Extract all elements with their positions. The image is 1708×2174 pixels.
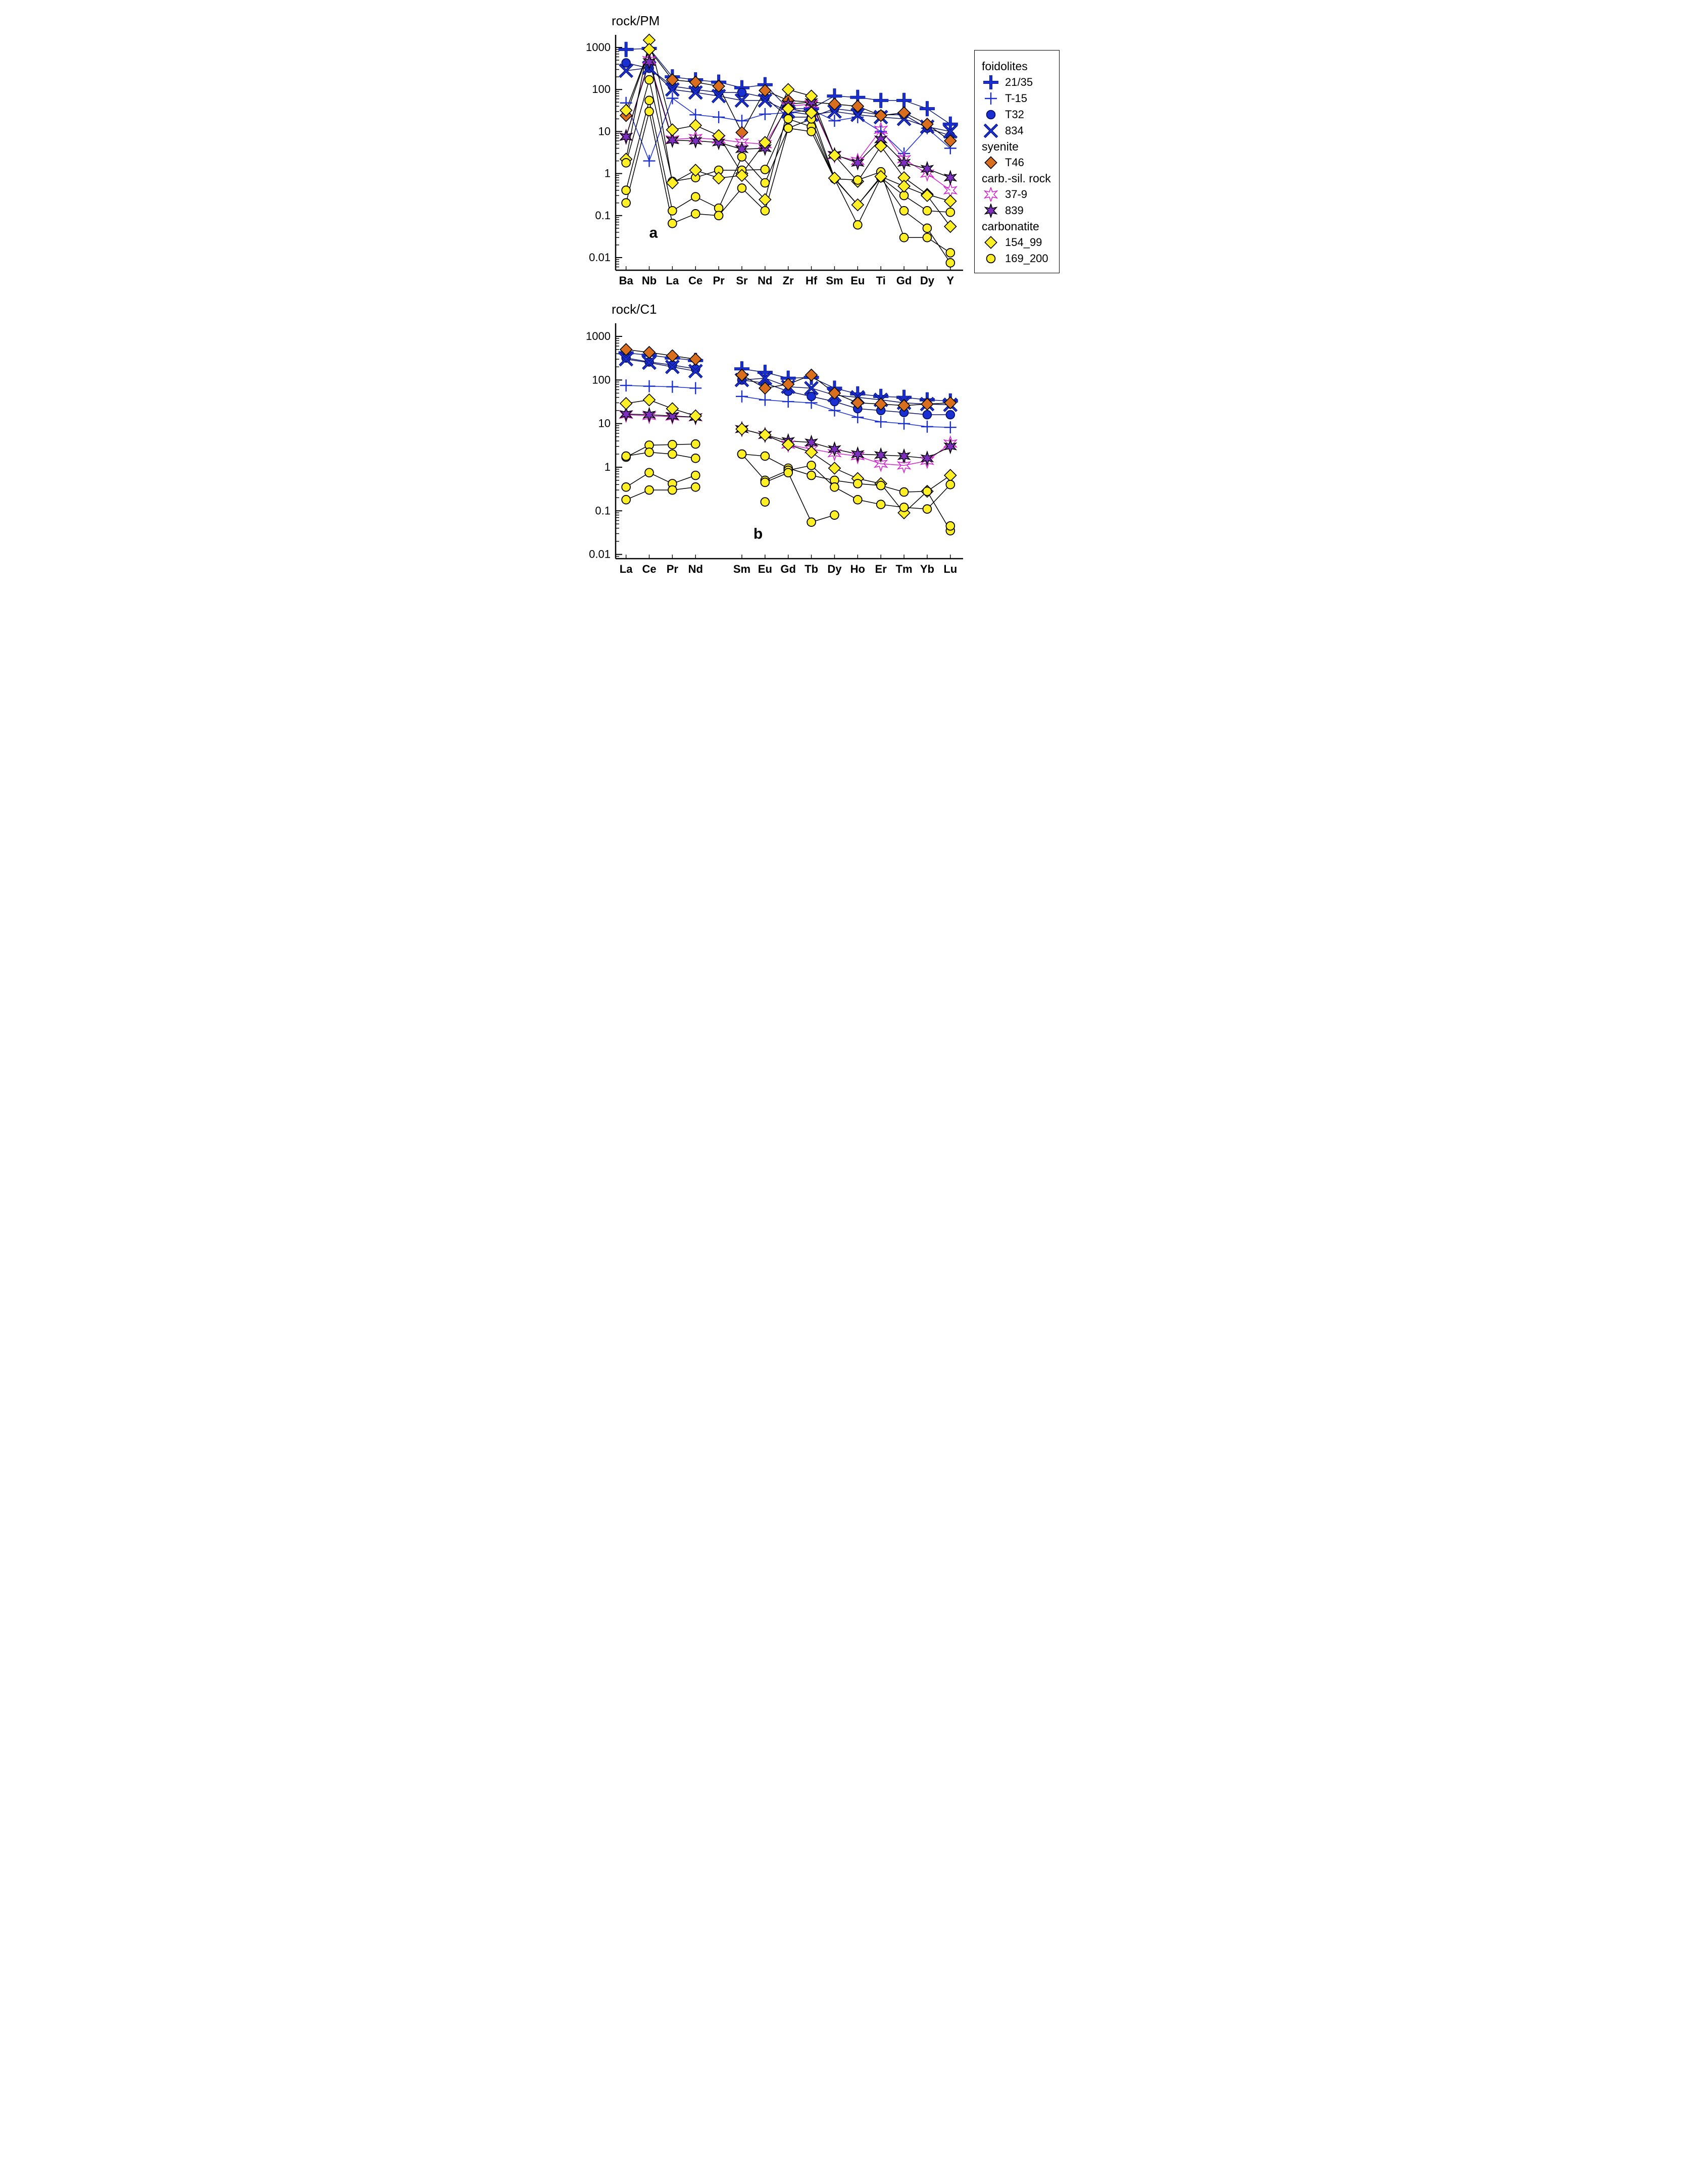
legend-row: 169_200 <box>982 252 1051 266</box>
svg-text:Ho: Ho <box>850 563 865 575</box>
legend-swatch <box>982 235 1000 250</box>
legend-swatch <box>982 187 1000 202</box>
panel-b-title: rock/C1 <box>612 302 1132 317</box>
legend-box: foidolites 21/35 T-15 T32 834 syenite T46 carb.… <box>974 50 1060 273</box>
svg-text:Ce: Ce <box>688 274 702 287</box>
svg-text:La: La <box>666 274 679 287</box>
svg-text:1: 1 <box>605 167 611 180</box>
svg-text:Ba: Ba <box>619 274 634 287</box>
svg-text:0.1: 0.1 <box>595 504 611 517</box>
svg-text:Gd: Gd <box>780 563 796 575</box>
svg-text:10: 10 <box>598 417 611 430</box>
figure-container: rock/PM 0.01 0.1 1 10 100 1000 Ba Nb La Ce Pr Sr Nd Z… <box>566 0 1142 591</box>
legend-row: T32 <box>982 108 1051 122</box>
panel-b-svg: 0.01 0.1 1 10 100 1000 La Ce Pr Nd Sm Eu Gd Tb Dy Ho Er T… <box>576 318 970 581</box>
svg-text:Dy: Dy <box>827 563 842 575</box>
legend-swatch <box>982 252 1000 266</box>
panel-a-chart: 0.01 0.1 1 10 100 1000 Ba Nb La Ce Pr Sr Nd Zr Hf Sm Eu T… <box>576 30 970 292</box>
svg-text:0.01: 0.01 <box>589 251 611 264</box>
legend-label: 37-9 <box>1005 188 1027 201</box>
legend-label: 169_200 <box>1005 252 1048 265</box>
legend-swatch <box>982 108 1000 122</box>
legend-row: 21/35 <box>982 75 1051 89</box>
svg-text:Eu: Eu <box>850 274 865 287</box>
legend-label: 839 <box>1005 204 1024 217</box>
panel-a-title: rock/PM <box>612 13 1132 29</box>
panel-a-row: 0.01 0.1 1 10 100 1000 Ba Nb La Ce Pr Sr Nd Zr Hf Sm Eu T… <box>576 30 1132 292</box>
svg-text:Hf: Hf <box>806 274 818 287</box>
svg-text:Sm: Sm <box>826 274 843 287</box>
legend-label: T46 <box>1005 156 1024 169</box>
svg-text:100: 100 <box>592 83 611 95</box>
svg-text:Ce: Ce <box>642 563 656 575</box>
panel-a-svg: 0.01 0.1 1 10 100 1000 Ba Nb La Ce Pr Sr Nd Zr Hf Sm Eu T… <box>576 30 970 292</box>
svg-text:a: a <box>649 224 658 241</box>
legend-heading: foidolites <box>982 60 1051 73</box>
legend-label: 21/35 <box>1005 76 1033 89</box>
svg-text:1: 1 <box>605 461 611 473</box>
svg-text:Nd: Nd <box>758 274 772 287</box>
legend-label: T32 <box>1005 108 1024 121</box>
legend-row: 839 <box>982 204 1051 218</box>
legend-label: 154_99 <box>1005 236 1042 249</box>
svg-text:Tb: Tb <box>805 563 818 575</box>
legend-row: T-15 <box>982 91 1051 106</box>
legend-row: 834 <box>982 124 1051 138</box>
legend-label: T-15 <box>1005 92 1027 105</box>
svg-text:1000: 1000 <box>586 330 611 342</box>
legend-heading: syenite <box>982 140 1051 154</box>
legend-label: 834 <box>1005 124 1024 137</box>
legend-row: 154_99 <box>982 235 1051 250</box>
svg-text:Nd: Nd <box>688 563 703 575</box>
legend-heading: carbonatite <box>982 220 1051 233</box>
svg-text:Sr: Sr <box>736 274 748 287</box>
svg-text:Y: Y <box>946 274 954 287</box>
svg-text:Yb: Yb <box>920 563 934 575</box>
panel-b-chart: 0.01 0.1 1 10 100 1000 La Ce Pr Nd Sm Eu Gd Tb Dy Ho Er T… <box>576 318 970 581</box>
svg-text:Nb: Nb <box>642 274 657 287</box>
svg-text:Tm: Tm <box>896 563 913 575</box>
svg-text:Lu: Lu <box>943 563 957 575</box>
svg-text:Eu: Eu <box>758 563 772 575</box>
svg-text:La: La <box>620 563 633 575</box>
legend-row: 37-9 <box>982 187 1051 202</box>
svg-text:Zr: Zr <box>783 274 794 287</box>
svg-text:Pr: Pr <box>667 563 679 575</box>
svg-text:100: 100 <box>592 373 611 386</box>
legend-swatch <box>982 75 1000 89</box>
legend-swatch <box>982 156 1000 170</box>
svg-text:Sm: Sm <box>733 563 750 575</box>
svg-text:Dy: Dy <box>920 274 935 287</box>
svg-text:Pr: Pr <box>713 274 725 287</box>
svg-text:0.1: 0.1 <box>595 209 611 222</box>
svg-text:10: 10 <box>598 125 611 137</box>
legend-heading: carb.-sil. rock <box>982 172 1051 185</box>
legend-swatch <box>982 124 1000 138</box>
panel-b-row: 0.01 0.1 1 10 100 1000 La Ce Pr Nd Sm Eu Gd Tb Dy Ho Er T… <box>576 318 1132 581</box>
legend-swatch <box>982 204 1000 218</box>
legend-swatch <box>982 91 1000 106</box>
svg-text:0.01: 0.01 <box>589 548 611 561</box>
svg-text:Er: Er <box>875 563 887 575</box>
legend-row: T46 <box>982 156 1051 170</box>
svg-text:Gd: Gd <box>896 274 912 287</box>
svg-text:b: b <box>753 525 763 542</box>
svg-text:Ti: Ti <box>876 274 886 287</box>
svg-text:1000: 1000 <box>586 41 611 54</box>
